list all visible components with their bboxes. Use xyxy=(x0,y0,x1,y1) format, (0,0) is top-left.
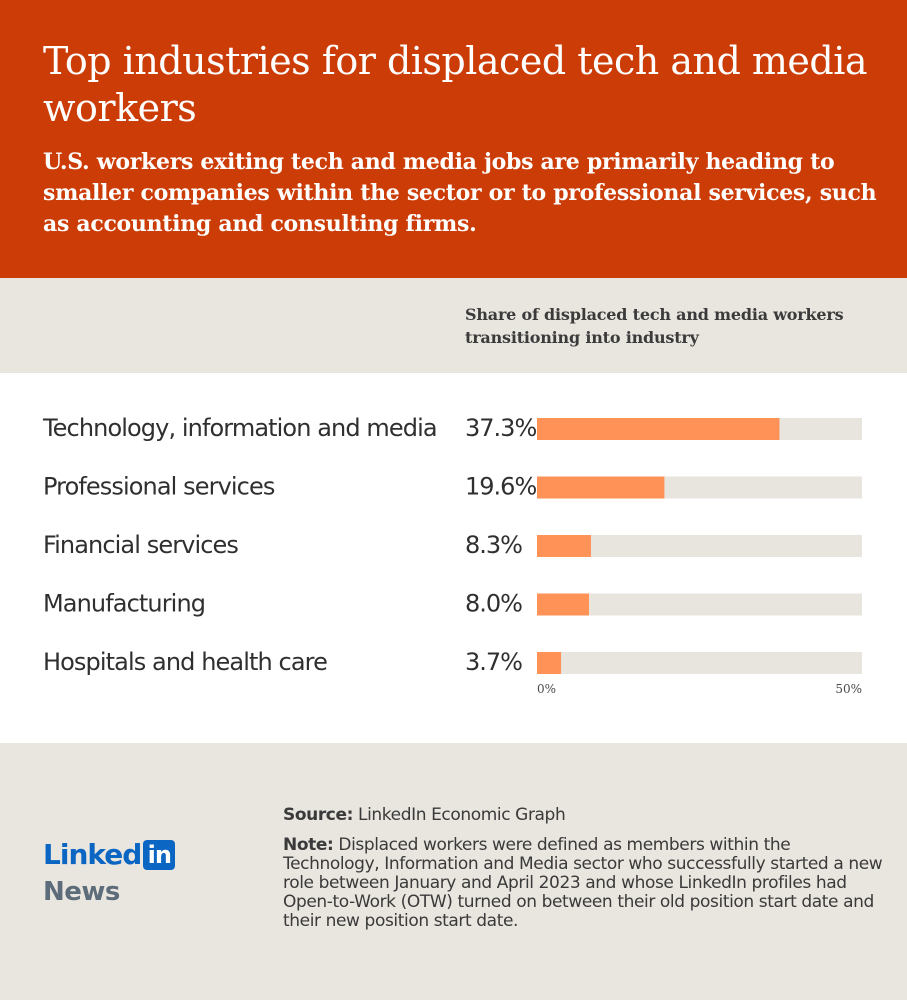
value-label: 8.0% xyxy=(465,590,522,618)
header-banner: Top industries for displaced tech and me… xyxy=(0,0,907,278)
note-text: Displaced workers were defined as member… xyxy=(283,835,883,931)
note-label: Note: xyxy=(283,835,334,855)
source-line: Source: LinkedIn Economic Graph xyxy=(283,804,883,826)
column-header-band xyxy=(0,278,907,373)
chart-panel: Technology, information and media 37.3% Pr… xyxy=(0,373,907,743)
source-text: LinkedIn Economic Graph xyxy=(358,805,566,825)
bar xyxy=(537,418,780,440)
bar-track xyxy=(537,535,862,557)
logo-wordmark: Linked xyxy=(43,838,142,871)
category-label: Hospitals and health care xyxy=(43,648,327,676)
value-label: 8.3% xyxy=(465,531,522,559)
bar-track xyxy=(537,593,862,616)
value-label: 19.6% xyxy=(465,473,536,501)
column-header: Share of displaced tech and media worker… xyxy=(465,305,844,347)
chart-subtitle: U.S. workers exiting tech and media jobs… xyxy=(43,149,877,237)
note-text-block: Note: Displaced workers were defined as … xyxy=(283,836,883,931)
value-label: 3.7% xyxy=(465,648,522,676)
bar xyxy=(537,652,562,674)
logo-in-box: in xyxy=(143,840,176,870)
category-label: Financial services xyxy=(43,531,238,559)
chart-title: Top industries for displaced tech and me… xyxy=(43,39,868,130)
x-tick-label: 50% xyxy=(835,682,862,696)
bar xyxy=(537,476,665,499)
source-label: Source: xyxy=(283,805,354,825)
category-label: Technology, information and media xyxy=(42,414,437,442)
value-label: 37.3% xyxy=(465,414,536,442)
bar xyxy=(537,593,589,616)
bar-chart: Technology, information and media 37.3% Pr… xyxy=(42,414,862,696)
logo-news-text: News xyxy=(43,877,120,907)
bar xyxy=(537,535,591,557)
linkedin-news-logo: Linked in News xyxy=(43,838,223,918)
category-label: Professional services xyxy=(43,473,275,501)
category-label: Manufacturing xyxy=(43,590,205,618)
bar-track xyxy=(537,652,862,674)
x-tick-label: 0% xyxy=(537,682,556,696)
